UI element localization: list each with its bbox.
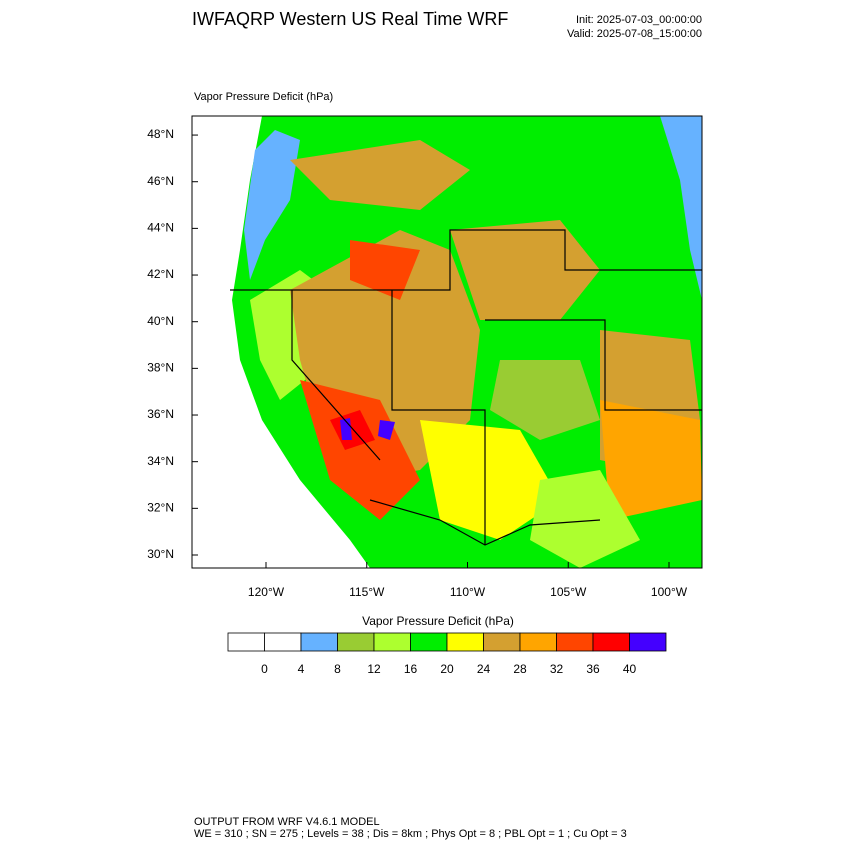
lat-tick-label: 42°N [147, 267, 174, 281]
color-box [592, 632, 630, 652]
lat-tick-label: 40°N [147, 314, 174, 328]
map-label: Vapor Pressure Deficit (hPa) [194, 91, 333, 103]
color-box [556, 632, 594, 652]
colorbar-label: 8 [334, 662, 341, 676]
lat-tick-label: 44°N [147, 221, 174, 235]
colorbar-label: 32 [550, 662, 564, 676]
footer-line: WE = 310 ; SN = 275 ; Levels = 38 ; Dis … [194, 828, 627, 840]
lat-tick-label: 38°N [147, 361, 174, 375]
lon-tick-label: 100°W [651, 585, 688, 599]
colorbar-label: 24 [477, 662, 491, 676]
lon-tick-label: 115°W [349, 585, 385, 599]
colorbar-label: 0 [261, 662, 268, 676]
color-box [629, 632, 667, 652]
color-box [373, 632, 411, 652]
map-frame [191, 115, 703, 569]
colorbar-label: 4 [298, 662, 305, 676]
color-box [227, 632, 265, 652]
lon-tick-label: 105°W [550, 585, 587, 599]
colorbar-title: Vapor Pressure Deficit (hPa) [362, 614, 514, 628]
lat-tick-label: 30°N [147, 547, 174, 561]
color-box [300, 632, 338, 652]
colorbar-label: 12 [367, 662, 381, 676]
color-box [519, 632, 557, 652]
colorbar-label: 28 [513, 662, 527, 676]
colorbar-label: 40 [623, 662, 637, 676]
map-field [192, 116, 702, 568]
color-box [483, 632, 521, 652]
lat-tick-label: 36°N [147, 407, 174, 421]
lat-tick-label: 46°N [147, 174, 174, 188]
lat-tick-label: 48°N [147, 127, 174, 141]
init-time: Init: 2025-07-03_00:00:00 [576, 14, 702, 26]
lat-tick-label: 32°N [147, 501, 174, 515]
color-box [337, 632, 375, 652]
lon-tick-label: 110°W [450, 585, 486, 599]
footer-line: OUTPUT FROM WRF V4.6.1 MODEL [194, 816, 380, 828]
colorbar-label: 20 [440, 662, 454, 676]
color-box [446, 632, 484, 652]
title: IWFAQRP Western US Real Time WRF [192, 9, 508, 29]
valid-time: Valid: 2025-07-08_15:00:00 [567, 28, 702, 40]
color-box [264, 632, 302, 652]
colorbar-label: 16 [404, 662, 418, 676]
lon-tick-label: 120°W [248, 585, 285, 599]
color-box [410, 632, 448, 652]
lat-tick-label: 34°N [147, 454, 174, 468]
colorbar-label: 36 [586, 662, 600, 676]
